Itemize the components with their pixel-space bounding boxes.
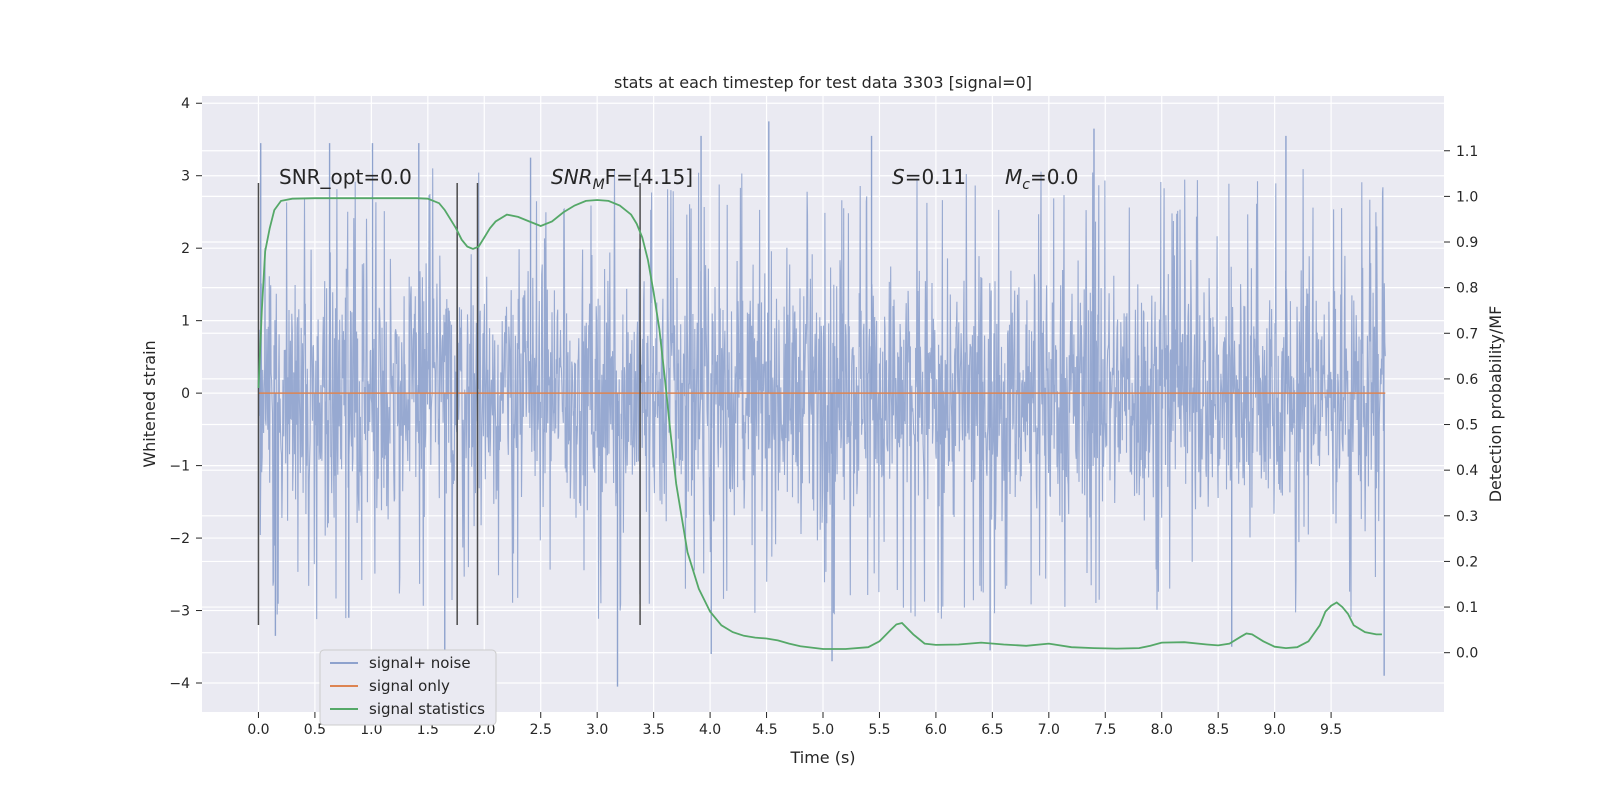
mc-value: =0.0 (1030, 165, 1079, 189)
x-tick-label: 6.0 (925, 722, 947, 738)
legend-label-noise: signal+ noise (369, 654, 471, 672)
legend-box (319, 649, 497, 726)
snr-mf-subscript: M (593, 177, 605, 193)
y-tick-label: −2 (169, 531, 190, 547)
s-annotation: S=0.11 (892, 165, 966, 189)
y2-axis-label: Detection probability/MF (1486, 306, 1505, 503)
y2-tick-label: 0.5 (1456, 418, 1478, 434)
chart-title: stats at each timestep for test data 330… (614, 73, 1032, 92)
y2-tick-label: 0.3 (1456, 509, 1478, 525)
legend-label-statistics: signal statistics (369, 700, 485, 718)
y2-tick-label: 0.9 (1456, 235, 1478, 251)
y2-tick-label: 1.0 (1456, 189, 1478, 205)
x-axis-label: Time (s) (789, 748, 855, 767)
y2-tick-label: 0.0 (1456, 646, 1478, 662)
x-tick-label: 3.5 (643, 722, 665, 738)
x-tick-label: 3.0 (586, 722, 608, 738)
x-tick-label: 7.5 (1094, 722, 1116, 738)
x-tick-label: 4.5 (755, 722, 777, 738)
y-tick-label: −4 (169, 676, 190, 692)
noise-series (257, 121, 1386, 687)
y-tick-label: 0 (181, 386, 190, 402)
x-tick-label: 5.5 (868, 722, 890, 738)
x-tick-label: 8.0 (1151, 722, 1173, 738)
x-tick-label: 4.0 (699, 722, 721, 738)
y-tick-label: 4 (181, 96, 190, 112)
annotations: SNR_opt=0.0 SNRMF=[4.15] S=0.11 Mc=0.0 (279, 165, 1079, 193)
snr-mf-annotation: SNRMF=[4.15] (551, 165, 693, 193)
x-tick-label: 0.5 (304, 722, 326, 738)
x-tick-label: 9.0 (1264, 722, 1286, 738)
x-tick-label: 2.5 (530, 722, 552, 738)
x-tick-label: 1.0 (360, 722, 382, 738)
y2-tick-label: 0.2 (1456, 554, 1478, 570)
y-tick-label: −3 (169, 604, 190, 620)
s-symbol: S (892, 165, 905, 189)
y2-tick-label: 0.8 (1456, 281, 1478, 297)
y2-tick-label: 0.6 (1456, 372, 1478, 388)
snr-opt-annotation: SNR_opt=0.0 (279, 165, 412, 189)
y2-tick-label: 0.4 (1456, 463, 1478, 479)
mc-symbol: M (1005, 165, 1022, 189)
y-tick-label: 1 (181, 314, 190, 330)
y-tick-label: 3 (181, 169, 190, 185)
y2-tick-label: 1.1 (1456, 144, 1478, 160)
x-tick-label: 8.5 (1207, 722, 1229, 738)
legend-label-signal-only: signal only (369, 677, 450, 695)
y-tick-label: −1 (169, 459, 190, 475)
y2-tick-label: 0.1 (1456, 600, 1478, 616)
snr-mf-value: F=[4.15] (605, 165, 693, 189)
snr-mf-symbol: SNR (551, 165, 593, 189)
legend: signal+ noise signal only signal statist… (319, 649, 497, 726)
noise-line (257, 168, 1386, 620)
x-tick-label: 0.0 (247, 722, 269, 738)
mc-annotation: Mc=0.0 (1005, 165, 1079, 193)
x-tick-label: 2.0 (473, 722, 495, 738)
s-value: =0.11 (905, 165, 966, 189)
x-tick-label: 9.5 (1320, 722, 1342, 738)
x-tick-label: 1.5 (417, 722, 439, 738)
mc-subscript: c (1022, 177, 1030, 193)
y2-tick-label: 0.7 (1456, 326, 1478, 342)
x-tick-label: 5.0 (812, 722, 834, 738)
statistics-line (257, 197, 1382, 650)
y-axis-label: Whitened strain (140, 340, 159, 467)
y-tick-label: 2 (181, 241, 190, 257)
x-tick-label: 6.5 (981, 722, 1003, 738)
x-tick-label: 7.0 (1038, 722, 1060, 738)
